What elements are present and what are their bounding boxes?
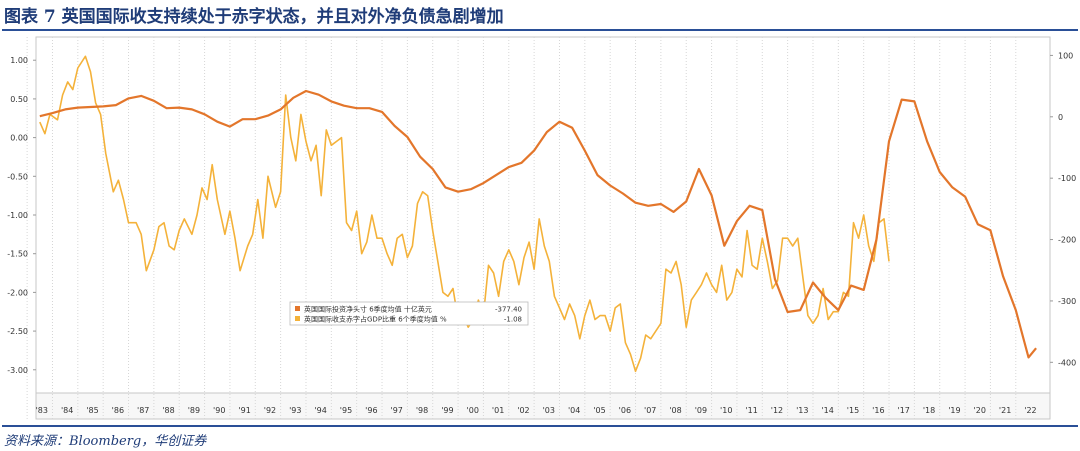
series-net-investment-line [39, 89, 1037, 359]
left-tick-label: 0.00 [10, 134, 28, 143]
left-tick-label: -1.00 [7, 211, 28, 220]
x-tick-label: '00 [467, 406, 479, 415]
right-axis-ticks: 100 0 -100 -200 -300 -400 [1050, 51, 1076, 367]
x-tick-label: '91 [238, 406, 250, 415]
x-tick-label: '04 [568, 406, 580, 415]
source-rule [2, 425, 1078, 427]
right-tick-label: -300 [1058, 297, 1076, 306]
x-tick-label: '98 [416, 406, 428, 415]
x-tick-label: '88 [162, 406, 174, 415]
x-tick-label: '94 [314, 406, 326, 415]
legend-swatch-net-investment [295, 306, 300, 311]
x-tick-label: '08 [669, 406, 681, 415]
x-tick-label: '11 [745, 406, 757, 415]
legend-value-current-account: -1.08 [504, 316, 522, 324]
x-tick-label: '09 [695, 406, 707, 415]
x-tick-label: '14 [821, 406, 833, 415]
left-tick-label: 1.00 [10, 56, 28, 65]
x-tick-label: '07 [644, 406, 656, 415]
x-tick-label: '22 [1024, 406, 1036, 415]
right-tick-label: -100 [1058, 174, 1076, 183]
x-tick-label: '02 [517, 406, 529, 415]
x-tick-label: '86 [112, 406, 124, 415]
right-tick-label: -400 [1058, 358, 1076, 367]
x-tick-label: '99 [441, 406, 453, 415]
x-tick-label: '19 [948, 406, 960, 415]
legend-label-net-investment: 英国国际投资净头寸 6季度均值 十亿英元 [304, 305, 432, 314]
x-tick-label: '89 [188, 406, 200, 415]
x-tick-label: '92 [264, 406, 276, 415]
x-tick-label: '90 [213, 406, 225, 415]
x-axis-ticks: '83 '84 '85 '86 '87 '88 '89 '90 '91 '92 '93 '94 '95 '… [36, 406, 1037, 415]
legend: 英国国际投资净头寸 6季度均值 十亿英元 -377.40 英国国际收支赤字占GD… [289, 301, 529, 326]
x-tick-label: '85 [86, 406, 98, 415]
x-tick-label: '95 [340, 406, 352, 415]
x-tick-label: '05 [593, 406, 605, 415]
right-tick-label: 0 [1058, 113, 1063, 122]
left-tick-label: -3.00 [7, 366, 28, 375]
x-tick-label: '96 [365, 406, 377, 415]
line-chart: 1.00 0.50 0.00 -0.50 -1.00 -1.50 -2.00 -2.50 -3.… [7, 36, 1076, 420]
x-tick-label: '10 [720, 406, 732, 415]
left-tick-label: -0.50 [7, 172, 28, 181]
x-tick-label: '15 [847, 406, 859, 415]
x-tick-label: '87 [137, 406, 149, 415]
x-tick-label: '18 [923, 406, 935, 415]
figure-title: 图表 7 英国国际收支持续处于赤字状态，并且对外净负债急剧增加 [4, 7, 504, 27]
right-tick-label: -200 [1058, 236, 1076, 245]
x-tick-label: '84 [61, 406, 73, 415]
title-rule [2, 29, 1078, 31]
x-tick-label: '16 [872, 406, 884, 415]
legend-swatch-current-account [295, 316, 300, 321]
x-tick-label: '97 [391, 406, 403, 415]
x-tick-label: '01 [492, 406, 504, 415]
left-tick-label: -2.50 [7, 327, 28, 336]
x-tick-label: '93 [289, 406, 301, 415]
x-tick-label: '13 [796, 406, 808, 415]
right-tick-label: 100 [1058, 51, 1073, 60]
legend-label-current-account: 英国国际收支赤字占GDP比重 6个季度均值 % [304, 315, 447, 324]
source-note: 资料来源：Bloomberg，华创证券 [4, 434, 207, 449]
x-tick-label: '21 [999, 406, 1011, 415]
plot-frame [35, 36, 1051, 394]
vertical-gridlines [26, 37, 1017, 419]
legend-box [289, 301, 529, 326]
x-tick-label: '20 [974, 406, 986, 415]
x-tick-label: '17 [898, 406, 910, 415]
x-tick-label: '83 [36, 406, 48, 415]
x-tick-label: '03 [543, 406, 555, 415]
left-tick-label: 0.50 [10, 95, 28, 104]
x-tick-label: '12 [771, 406, 783, 415]
left-axis-ticks: 1.00 0.50 0.00 -0.50 -1.00 -1.50 -2.00 -2.50 -3.… [7, 56, 36, 375]
left-tick-label: -2.00 [7, 288, 28, 297]
legend-value-net-investment: -377.40 [495, 306, 522, 314]
x-tick-label: '06 [619, 406, 631, 415]
left-tick-label: -1.50 [7, 250, 28, 259]
